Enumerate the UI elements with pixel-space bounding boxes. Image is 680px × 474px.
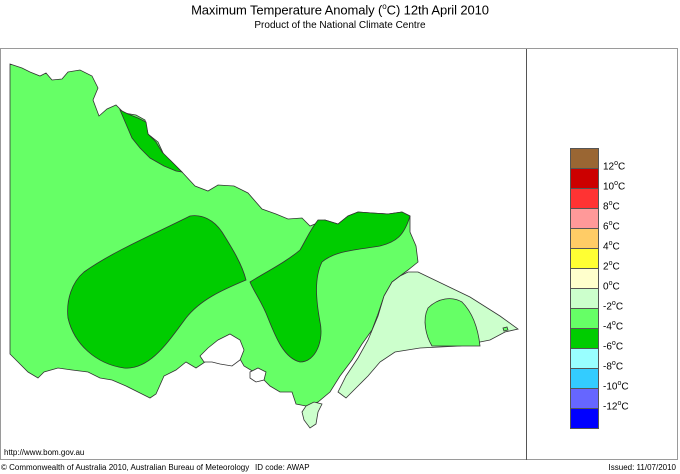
legend-swatch [570,168,599,188]
bom-url-link[interactable]: http://www.bom.gov.au [4,448,85,457]
legend-swatch [570,188,599,208]
legend-swatch [570,208,599,228]
legend-label-minus4: -4oC [603,320,624,333]
legend-label-minus8: -8oC [603,360,624,373]
map-frame [0,48,678,460]
title-prefix: Maximum Temperature Anomaly ( [191,2,383,18]
legend-swatch [570,388,599,408]
region-minus4-to-minus6-west [67,215,247,369]
legend-swatch [570,328,599,348]
legend-swatch [570,288,599,308]
legend-swatch [570,408,599,429]
legend-label-minus6: -6oC [603,340,624,353]
legend-label-10: 10oC [603,180,626,193]
legend-label-8: 8oC [603,200,620,213]
legend-swatch [570,308,599,328]
legend-label-minus10: -10oC [603,380,629,393]
region-minus2-to-minus4-east-blob [424,298,481,347]
port-phillip-bay [199,333,245,367]
legend-label-minus2: -2oC [603,300,624,313]
issued-date: Issued: 11/07/2010 [608,463,676,472]
region-minus4-to-minus6-central [249,211,411,363]
gabo-island [502,326,509,332]
legend-swatch [570,348,599,368]
legend-label-6: 6oC [603,220,620,233]
legend-label-4: 4oC [603,240,620,253]
region-0-to-minus2-prom [301,401,323,429]
map-title: Maximum Temperature Anomaly (oC) 12th Ap… [0,2,680,17]
map-subtitle: Product of the National Climate Centre [254,20,426,31]
title-suffix: C) 12th April 2010 [386,2,489,18]
legend-swatch [570,368,599,388]
degree-symbol: o [382,2,387,11]
legend-swatch [570,268,599,288]
western-port-bay [249,367,267,383]
legend-swatch [570,228,599,248]
temperature-legend [570,148,599,429]
id-code: ID code: AWAP [255,463,310,472]
legend-swatch [570,248,599,268]
legend-label-12: 12oC [603,160,626,173]
legend-label-2: 2oC [603,260,620,273]
legend-divider [526,49,527,460]
copyright-notice: © Commonwealth of Australia 2010, Austra… [1,463,250,472]
legend-swatch [570,148,599,168]
legend-label-0: 0oC [603,280,620,293]
region-minus4-to-minus6-north [119,109,184,173]
legend-label-minus12: -12oC [603,400,629,413]
